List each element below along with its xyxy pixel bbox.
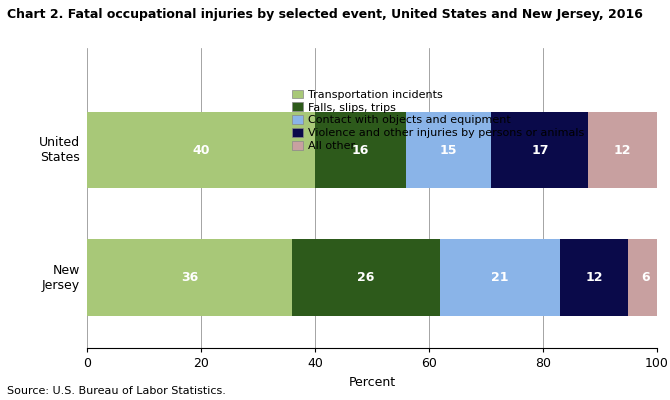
Bar — [559, 240, 628, 316]
Text: Source: U.S. Bureau of Labor Statistics.: Source: U.S. Bureau of Labor Statistics. — [7, 386, 226, 396]
Bar — [492, 112, 588, 188]
Text: 15: 15 — [440, 144, 458, 157]
Text: 17: 17 — [531, 144, 549, 157]
Bar — [87, 112, 315, 188]
Text: 12: 12 — [614, 144, 631, 157]
Bar — [292, 240, 440, 316]
Bar — [315, 112, 406, 188]
Bar — [87, 240, 292, 316]
Bar — [440, 240, 560, 316]
Text: Chart 2. Fatal occupational injuries by selected event, United States and New Je: Chart 2. Fatal occupational injuries by … — [7, 8, 643, 21]
Text: 26: 26 — [358, 271, 375, 284]
Bar — [588, 112, 657, 188]
Text: 16: 16 — [352, 144, 369, 157]
Bar — [628, 240, 662, 316]
X-axis label: Percent: Percent — [348, 376, 395, 388]
Text: 6: 6 — [641, 271, 649, 284]
Legend: Transportation incidents, Falls, slips, trips, Contact with objects and equipmen: Transportation incidents, Falls, slips, … — [292, 90, 584, 151]
Bar — [406, 112, 492, 188]
Text: 36: 36 — [181, 271, 198, 284]
Text: 12: 12 — [585, 271, 603, 284]
Text: 40: 40 — [192, 144, 210, 157]
Text: 21: 21 — [491, 271, 509, 284]
